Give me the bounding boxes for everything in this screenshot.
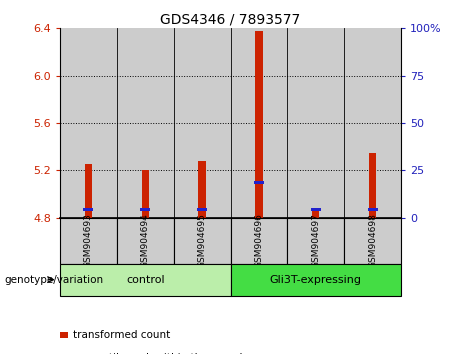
Bar <box>311 208 321 211</box>
Bar <box>117 28 174 218</box>
Text: GSM904693: GSM904693 <box>84 213 93 268</box>
Text: GSM904695: GSM904695 <box>198 213 207 268</box>
Bar <box>60 264 230 296</box>
Text: GSM904697: GSM904697 <box>311 213 320 268</box>
Bar <box>142 170 149 218</box>
Text: control: control <box>126 275 165 285</box>
Text: GSM904698: GSM904698 <box>368 213 377 268</box>
Text: GSM904696: GSM904696 <box>254 213 263 268</box>
Text: GDS4346 / 7893577: GDS4346 / 7893577 <box>160 12 301 27</box>
Bar <box>287 218 344 264</box>
Bar <box>83 208 94 211</box>
Bar <box>369 153 376 218</box>
Bar <box>230 218 287 264</box>
Bar <box>197 208 207 211</box>
Bar <box>230 28 287 218</box>
Bar <box>198 161 206 218</box>
Bar <box>230 264 401 296</box>
Text: genotype/variation: genotype/variation <box>5 275 104 285</box>
Bar <box>344 218 401 264</box>
Bar <box>254 181 264 184</box>
Bar <box>174 28 230 218</box>
Text: Gli3T-expressing: Gli3T-expressing <box>270 275 362 285</box>
Text: transformed count: transformed count <box>73 330 170 340</box>
Bar <box>60 28 117 218</box>
Bar <box>60 218 117 264</box>
Bar <box>312 208 319 218</box>
Bar <box>140 208 150 211</box>
Bar <box>367 208 378 211</box>
Bar <box>117 218 174 264</box>
Bar <box>85 165 92 218</box>
Bar <box>344 28 401 218</box>
Text: percentile rank within the sample: percentile rank within the sample <box>73 353 249 354</box>
Text: GSM904694: GSM904694 <box>141 213 150 268</box>
Bar <box>287 28 344 218</box>
Bar <box>255 31 263 218</box>
Bar <box>174 218 230 264</box>
